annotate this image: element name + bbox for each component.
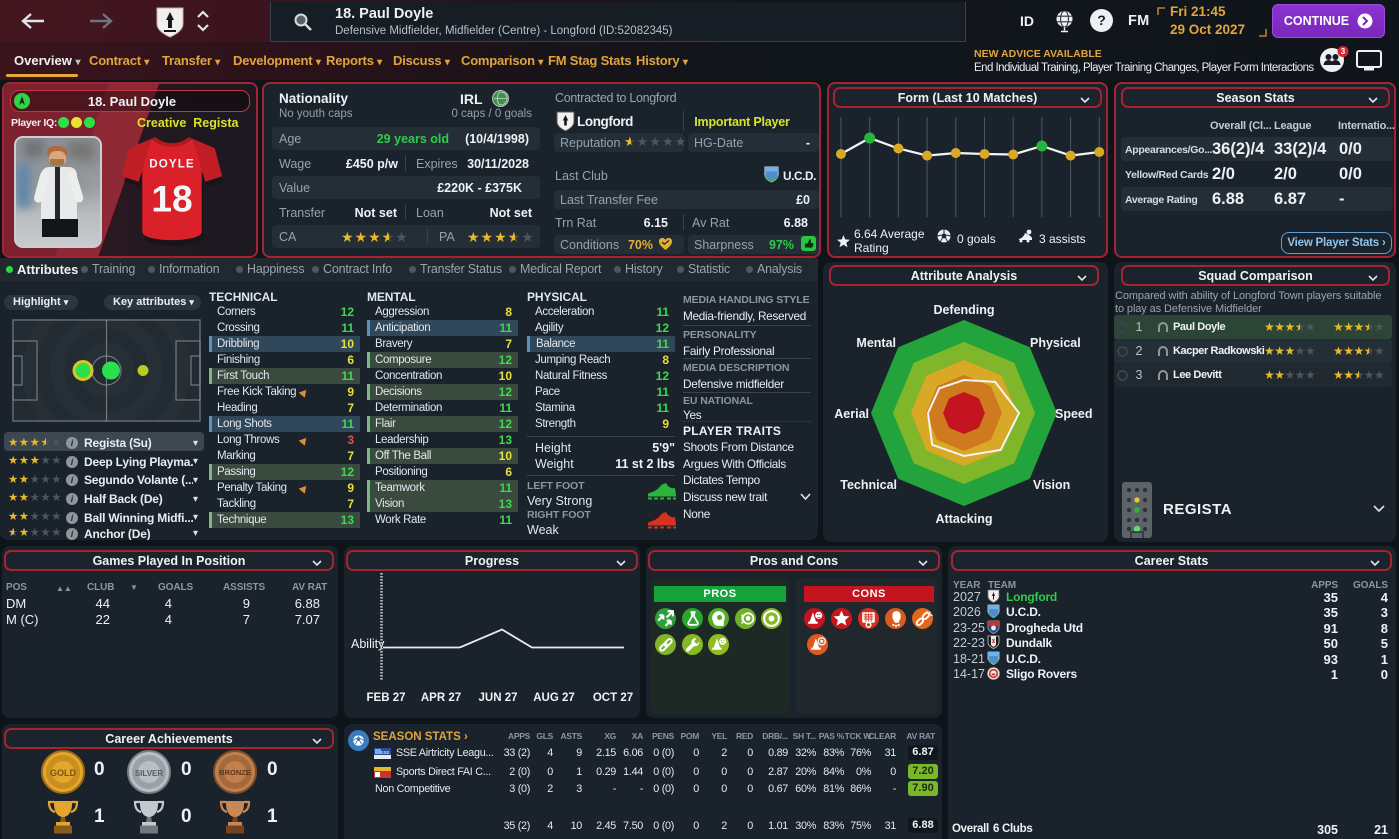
svg-text:3: 3 [1341,47,1346,56]
svg-text:GOLD: GOLD [50,768,76,778]
svg-text:18: 18 [151,177,192,219]
svg-text:BRONZE: BRONZE [219,768,251,777]
svg-text:SILVER: SILVER [135,769,164,778]
svg-text:DOYLE: DOYLE [149,158,195,171]
svg-text:SSE: SSE [380,750,389,755]
